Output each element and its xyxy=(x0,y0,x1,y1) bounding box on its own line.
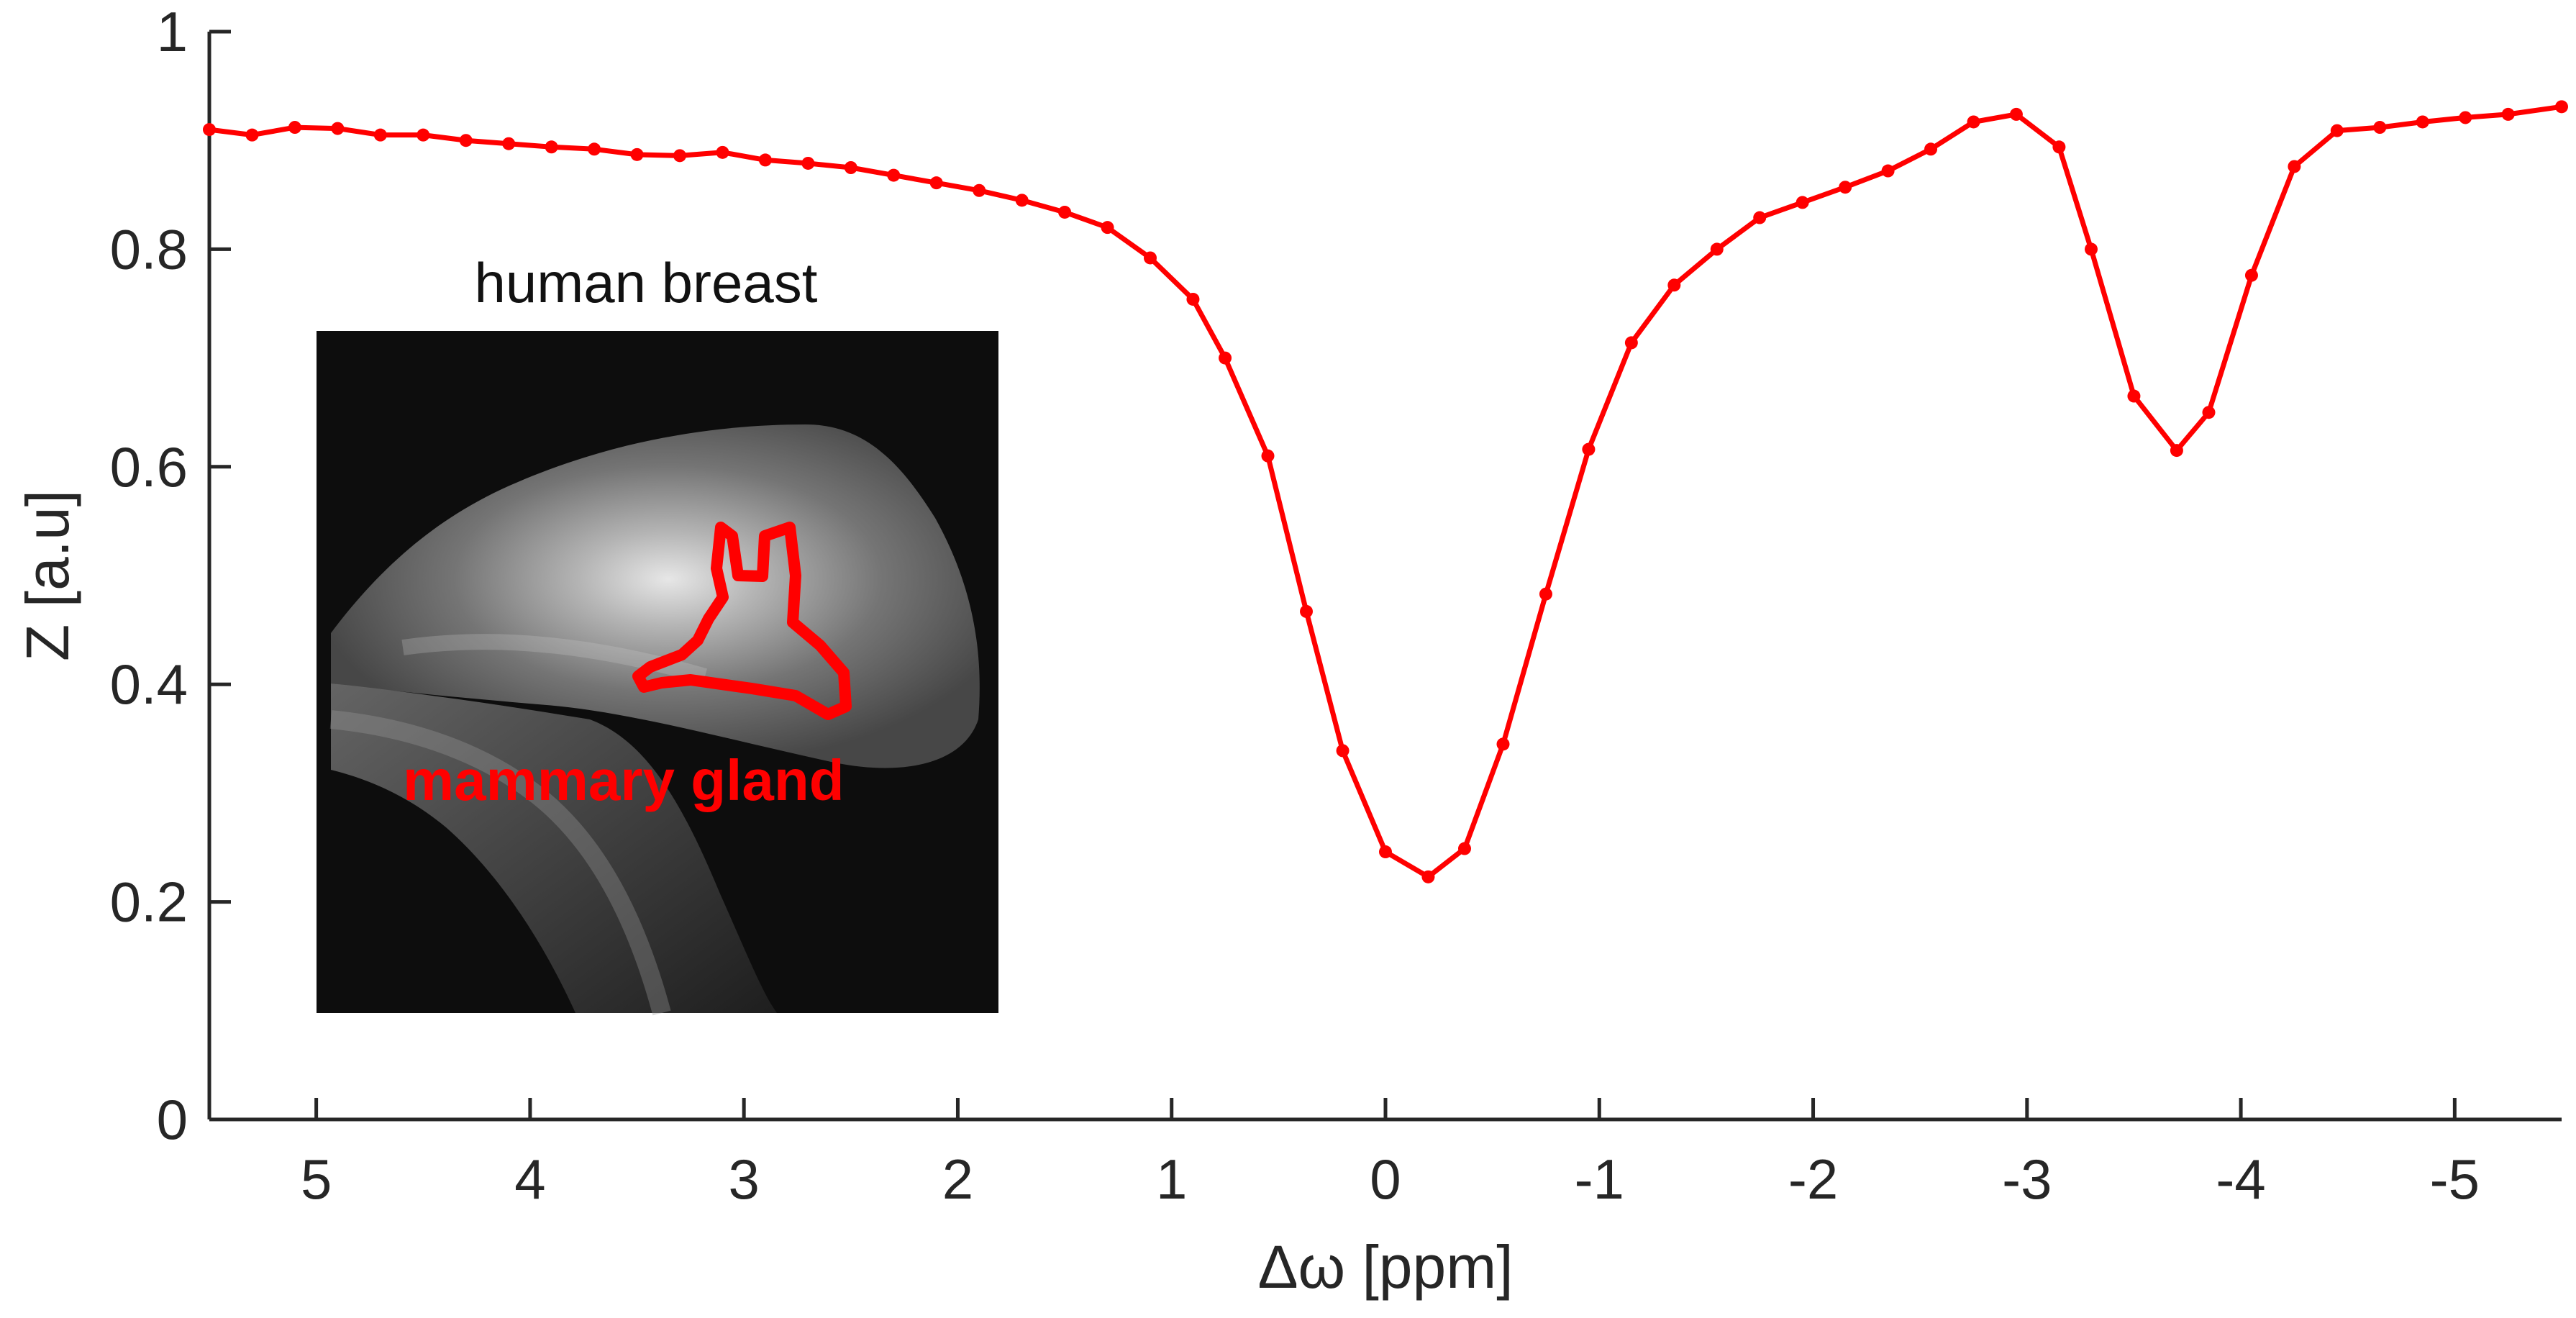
y-tick-label: 1 xyxy=(157,0,188,63)
data-point xyxy=(1496,737,1510,751)
data-point xyxy=(1261,449,1275,463)
data-point xyxy=(2170,444,2183,458)
data-point xyxy=(630,147,644,161)
x-tick-label: 3 xyxy=(728,1147,759,1211)
y-tick-label: 0.6 xyxy=(110,435,188,499)
data-point xyxy=(2416,115,2429,129)
data-point xyxy=(673,149,686,163)
series-z-spectrum xyxy=(203,100,2568,883)
x-tick-label: -2 xyxy=(1788,1147,1838,1211)
y-axis-title: Z [a.u] xyxy=(14,490,81,661)
data-point xyxy=(1219,351,1232,365)
inset-tissue-fold xyxy=(329,710,671,1016)
data-point xyxy=(417,128,430,142)
data-point xyxy=(459,134,473,147)
data-point xyxy=(801,156,815,170)
y-tick-label: 0.4 xyxy=(110,653,188,716)
data-point xyxy=(2127,389,2141,403)
data-point xyxy=(2459,111,2472,124)
data-point xyxy=(1421,870,1435,883)
axes: 0 0.2 0.4 0.6 0.8 1 5 4 3 2 1 0 -1 -2 -3 -4 -5 xyxy=(110,0,2562,1211)
x-axis-title: Δω [ppm] xyxy=(1257,1233,1513,1301)
x-tick-label: 4 xyxy=(514,1147,545,1211)
inset-tissue-lower xyxy=(331,683,777,1013)
data-point xyxy=(716,145,729,159)
data-point xyxy=(1667,278,1681,292)
x-tick-label: 0 xyxy=(1370,1147,1401,1211)
data-point xyxy=(1300,604,1314,618)
data-point xyxy=(2244,268,2258,282)
roi-outline xyxy=(632,522,852,720)
x-tick-label: -3 xyxy=(2002,1147,2052,1211)
data-point xyxy=(1186,292,1200,306)
data-point xyxy=(1058,205,1072,219)
x-tick-label: 5 xyxy=(301,1147,332,1211)
x-tick-label: -5 xyxy=(2430,1147,2480,1211)
data-point xyxy=(1144,251,1157,265)
x-tick-label: -1 xyxy=(1575,1147,1624,1211)
inset-tissue-upper xyxy=(331,424,980,768)
data-point xyxy=(588,142,601,156)
z-spectrum-points xyxy=(203,100,2568,883)
data-point xyxy=(1839,181,1852,194)
data-point xyxy=(1379,845,1392,859)
data-point xyxy=(288,121,301,135)
data-point xyxy=(2085,242,2098,256)
data-point xyxy=(973,183,986,197)
data-point xyxy=(1624,336,1638,350)
y-ticks: 0 0.2 0.4 0.6 0.8 1 xyxy=(110,0,231,1151)
data-point xyxy=(373,128,387,142)
data-point xyxy=(1881,164,1895,178)
data-point xyxy=(331,122,345,135)
data-point xyxy=(758,153,772,167)
data-point xyxy=(1967,115,1980,129)
data-point xyxy=(2052,140,2066,154)
data-point xyxy=(2330,124,2344,137)
inset-mri-image: human breast mammary gland xyxy=(317,251,998,1016)
data-point xyxy=(545,140,558,154)
x-tick-label: 2 xyxy=(942,1147,973,1211)
data-point xyxy=(2501,107,2515,121)
data-point xyxy=(1796,196,1809,209)
data-point xyxy=(245,128,259,142)
data-point xyxy=(1101,221,1114,235)
data-point xyxy=(1710,242,1724,256)
data-point xyxy=(1924,142,1938,156)
data-point xyxy=(1336,744,1350,758)
data-point xyxy=(844,161,857,174)
data-point xyxy=(2555,100,2568,114)
y-tick-label: 0 xyxy=(157,1088,188,1151)
data-point xyxy=(203,123,216,137)
data-point xyxy=(1582,442,1596,456)
inset-title: human breast xyxy=(475,251,818,314)
data-point xyxy=(1457,842,1471,855)
data-point xyxy=(2202,406,2216,419)
data-point xyxy=(1539,587,1552,601)
data-point xyxy=(2373,121,2387,135)
data-point xyxy=(2009,107,2023,121)
data-point xyxy=(887,168,901,182)
x-ticks: 5 4 3 2 1 0 -1 -2 -3 -4 -5 xyxy=(301,1098,2480,1211)
data-point xyxy=(929,176,943,190)
data-point xyxy=(2288,160,2301,173)
data-point xyxy=(502,137,516,150)
x-tick-label: -4 xyxy=(2216,1147,2265,1211)
data-point xyxy=(1753,211,1767,224)
data-point xyxy=(1015,194,1029,207)
y-tick-label: 0.2 xyxy=(110,871,188,934)
y-tick-label: 0.8 xyxy=(110,217,188,281)
roi-label: mammary gland xyxy=(403,748,845,812)
x-tick-label: 1 xyxy=(1156,1147,1187,1211)
